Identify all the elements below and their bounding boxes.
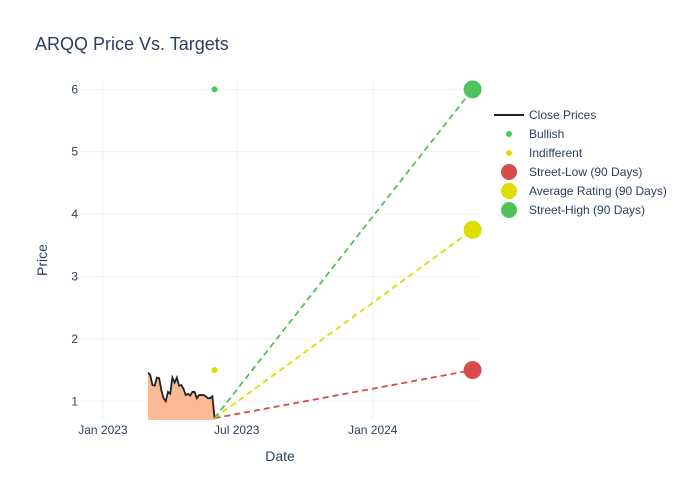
legend-item: Average Rating (90 Days): [501, 183, 667, 199]
y-axis-ticks: 1 2 3 4 5 6: [71, 82, 78, 408]
legend-label: Average Rating (90 Days): [529, 184, 667, 198]
x-tick-label: Jan 2024: [348, 423, 398, 437]
y-axis-title: Price: [34, 244, 50, 276]
rating-point: [211, 367, 218, 374]
x-axis-ticks: Jan 2023 Jul 2023 Jan 2024: [78, 423, 398, 437]
legend-label: Indifferent: [529, 146, 583, 160]
legend-item: Street-High (90 Days): [501, 202, 645, 218]
target-line: [213, 88, 474, 419]
legend-swatch-dot: [506, 131, 512, 137]
target-marker: [463, 220, 482, 239]
legend-item: Close Prices: [494, 108, 596, 122]
y-tick-label: 5: [71, 145, 78, 159]
target-line: [214, 369, 473, 420]
target-marker: [463, 361, 482, 380]
target-line: [214, 228, 474, 419]
legend-label: Street-Low (90 Days): [529, 165, 642, 179]
legend-swatch-marker: [501, 202, 517, 218]
target-marker: [463, 80, 482, 99]
legend-label: Close Prices: [529, 108, 596, 122]
legend-item: Street-Low (90 Days): [501, 164, 642, 180]
legend-item: Indifferent: [506, 146, 583, 160]
legend-item: Bullish: [506, 127, 564, 141]
x-tick-label: Jan 2023: [78, 423, 128, 437]
x-tick-label: Jul 2023: [214, 423, 260, 437]
y-tick-label: 2: [71, 332, 78, 346]
legend-label: Bullish: [529, 127, 564, 141]
close-price-area: [148, 372, 215, 420]
legend-swatch-dot: [506, 150, 512, 156]
close-price-line: [147, 371, 216, 419]
y-tick-label: 1: [71, 394, 78, 408]
y-tick-label: 3: [71, 270, 78, 284]
plot-area: [147, 80, 482, 420]
legend-swatch-marker: [501, 183, 517, 199]
legend-label: Street-High (90 Days): [529, 203, 645, 217]
rating-point: [211, 86, 218, 93]
legend-swatch-marker: [501, 164, 517, 180]
y-tick-label: 4: [71, 207, 78, 221]
chart-title: ARQQ Price Vs. Targets: [35, 34, 229, 54]
y-tick-label: 6: [71, 82, 78, 96]
x-axis-title: Date: [265, 448, 295, 464]
gridlines: [80, 80, 480, 420]
legend: Close Prices Bullish Indifferent Street-Low…: [494, 108, 667, 218]
